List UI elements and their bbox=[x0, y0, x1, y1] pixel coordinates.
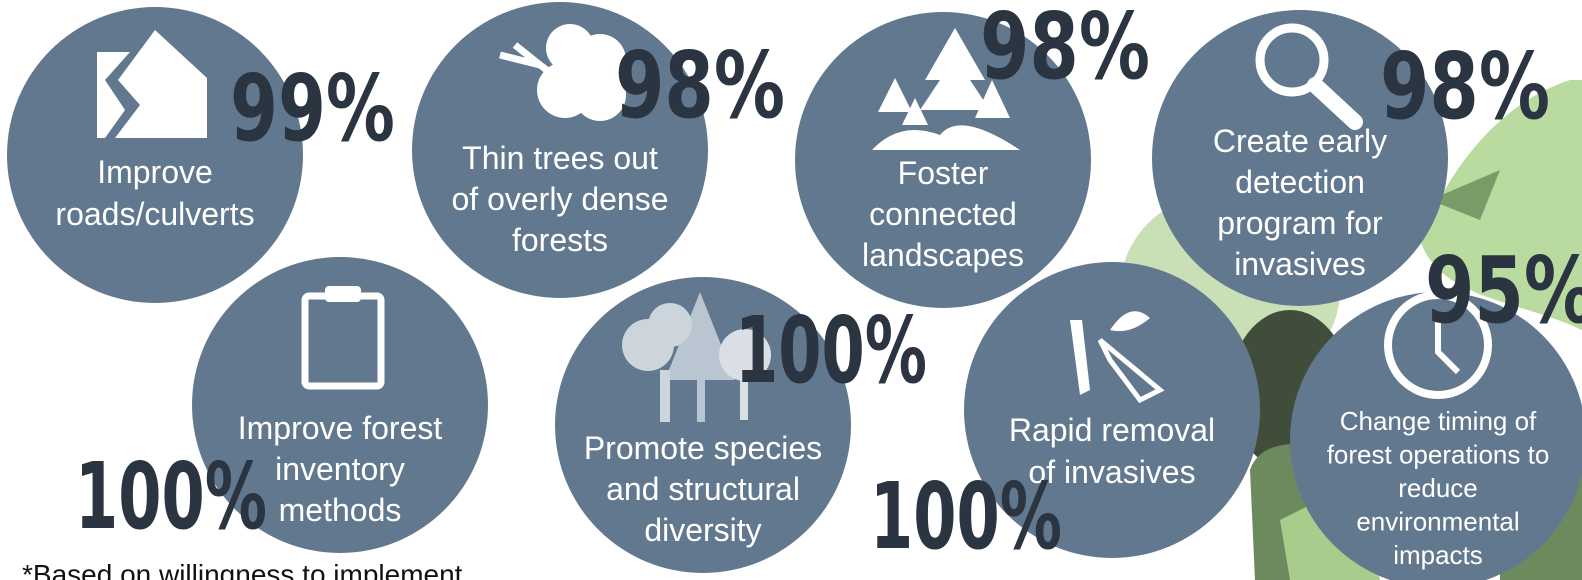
icons bbox=[97, 23, 1492, 422]
percents: 99% 98% 98% 98% 100% 100% 100% 95% bbox=[75, 0, 1582, 570]
item-label: invasives bbox=[1234, 246, 1366, 282]
tree-thin-icon bbox=[499, 24, 626, 121]
item-label: of invasives bbox=[1028, 454, 1195, 490]
item-circle bbox=[412, 2, 708, 298]
labels: Improve roads/culverts Thin trees out of ov… bbox=[55, 123, 1549, 570]
item-label: of overly dense bbox=[451, 181, 668, 217]
item-label: impacts bbox=[1393, 540, 1483, 570]
item-percent: 98% bbox=[615, 32, 785, 139]
item-percent: 100% bbox=[870, 463, 1062, 570]
item-label: detection bbox=[1235, 164, 1365, 200]
item-percent: 100% bbox=[75, 443, 267, 550]
diversity-icon bbox=[622, 292, 771, 422]
road-icon bbox=[97, 30, 207, 138]
item-label: Rapid removal bbox=[1009, 412, 1215, 448]
item-label: reduce bbox=[1398, 473, 1478, 503]
item-label: methods bbox=[279, 492, 402, 528]
item-circle bbox=[192, 257, 488, 553]
clipboard-icon bbox=[301, 286, 385, 390]
item-label: program for bbox=[1217, 205, 1383, 241]
item-percent: 95% bbox=[1425, 237, 1582, 344]
removal-icon bbox=[1070, 311, 1165, 404]
item-label: Promote species bbox=[584, 430, 822, 466]
item-label: Improve forest bbox=[238, 410, 443, 446]
leaf bbox=[1420, 80, 1582, 330]
forest-icon bbox=[872, 28, 1020, 150]
item-label: and structural bbox=[606, 471, 800, 507]
item-label: forests bbox=[512, 222, 608, 258]
item-label: Foster bbox=[898, 155, 989, 191]
clock-icon bbox=[1384, 291, 1492, 399]
item-label: connected bbox=[869, 196, 1017, 232]
item-label: diversity bbox=[644, 512, 761, 548]
item-percent: 98% bbox=[1380, 33, 1550, 140]
item-label: Change timing of bbox=[1340, 406, 1537, 436]
magnifier-icon bbox=[1255, 23, 1363, 130]
item-circle bbox=[1290, 292, 1582, 580]
item-percent: 100% bbox=[735, 297, 927, 404]
item-label: inventory bbox=[275, 451, 405, 487]
item-label: landscapes bbox=[862, 237, 1024, 273]
item-label: forest operations to bbox=[1327, 440, 1550, 470]
footnote: *Based on willingness to implement bbox=[22, 559, 463, 580]
item-circle bbox=[964, 262, 1260, 558]
item-circle bbox=[795, 12, 1091, 308]
item-label: roads/culverts bbox=[55, 196, 254, 232]
item-label: Improve bbox=[97, 154, 213, 190]
item-percent: 99% bbox=[230, 55, 395, 162]
item-circle bbox=[1152, 10, 1448, 306]
item-percent: 98% bbox=[980, 0, 1150, 100]
item-circle bbox=[7, 7, 303, 303]
item-label: Thin trees out bbox=[462, 140, 658, 176]
item-label: environmental bbox=[1356, 507, 1519, 537]
circles bbox=[7, 2, 1582, 580]
leaf bbox=[1430, 170, 1500, 220]
item-label: Create early bbox=[1213, 123, 1387, 159]
